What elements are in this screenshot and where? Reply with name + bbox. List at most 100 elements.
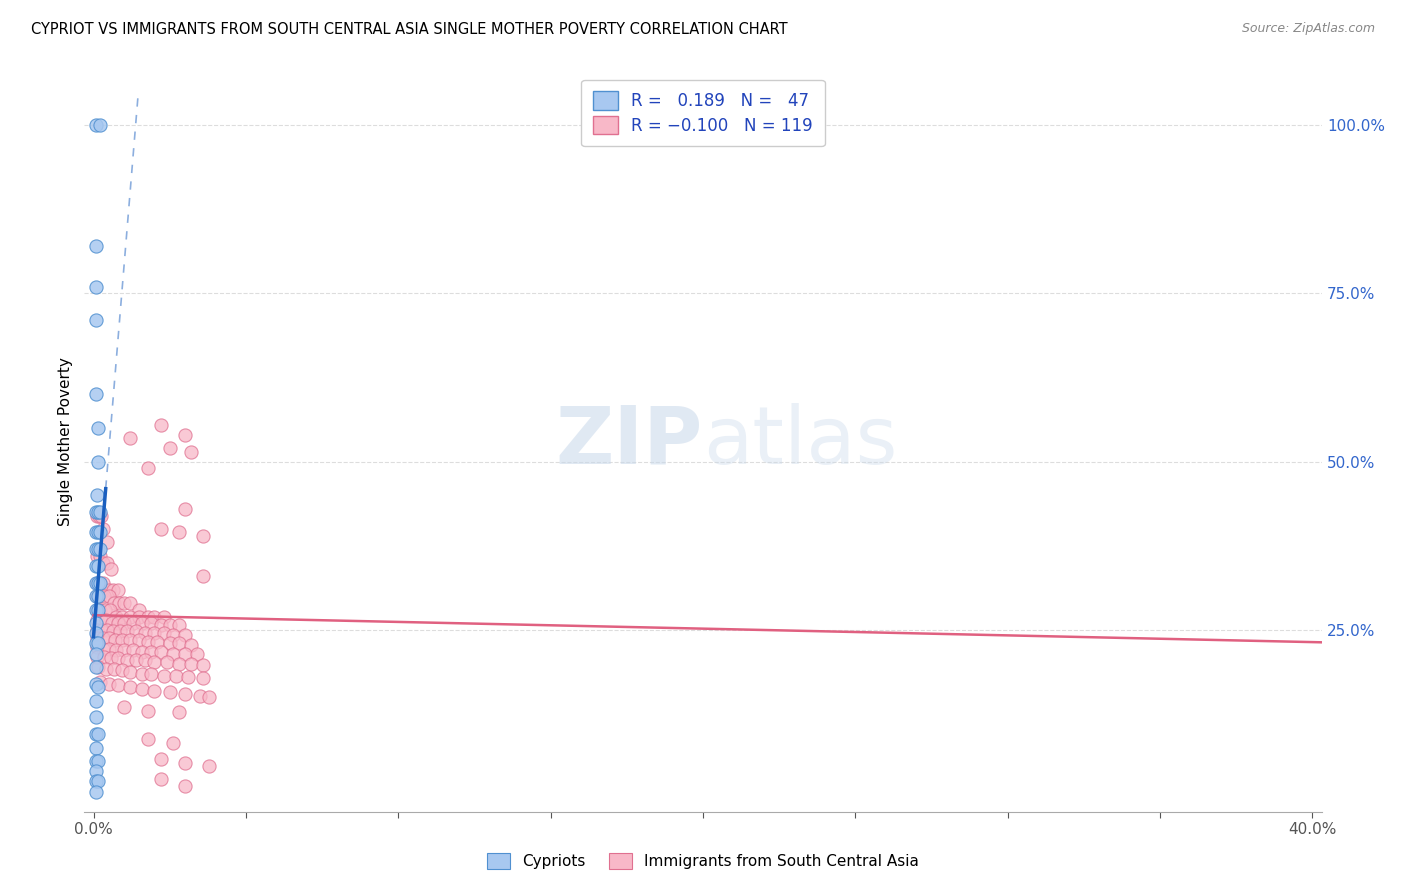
Point xyxy=(86,631,108,645)
Point xyxy=(87,455,110,469)
Point xyxy=(84,616,107,631)
Point xyxy=(167,705,190,719)
Point xyxy=(86,640,108,654)
Point xyxy=(112,596,135,610)
Point xyxy=(86,613,108,627)
Point xyxy=(167,636,190,650)
Point xyxy=(131,682,153,697)
Point xyxy=(87,525,110,540)
Point xyxy=(112,616,135,631)
Point xyxy=(143,609,166,624)
Point xyxy=(86,549,108,563)
Point xyxy=(167,657,190,671)
Point xyxy=(87,603,110,617)
Point xyxy=(96,535,118,549)
Legend: Cypriots, Immigrants from South Central Asia: Cypriots, Immigrants from South Central … xyxy=(481,847,925,875)
Point xyxy=(120,609,142,624)
Point xyxy=(87,542,110,557)
Point xyxy=(149,617,172,632)
Point xyxy=(89,575,111,590)
Point xyxy=(162,647,184,661)
Point xyxy=(159,685,181,699)
Point xyxy=(180,638,202,652)
Point xyxy=(115,624,138,639)
Point xyxy=(98,641,121,656)
Point xyxy=(125,624,148,639)
Point xyxy=(87,559,110,574)
Point xyxy=(91,641,114,656)
Point xyxy=(100,562,122,576)
Point xyxy=(87,636,110,650)
Point xyxy=(84,626,107,640)
Point xyxy=(84,118,107,132)
Point xyxy=(128,633,150,648)
Point xyxy=(138,635,160,649)
Point xyxy=(138,461,160,475)
Point xyxy=(84,677,107,691)
Point xyxy=(167,617,190,632)
Point xyxy=(167,525,190,540)
Point xyxy=(128,603,150,617)
Point xyxy=(94,662,117,676)
Point xyxy=(91,631,114,645)
Point xyxy=(98,603,121,617)
Point xyxy=(91,575,114,590)
Point xyxy=(87,754,110,768)
Text: Source: ZipAtlas.com: Source: ZipAtlas.com xyxy=(1241,22,1375,36)
Point xyxy=(93,649,115,664)
Point xyxy=(86,590,108,604)
Point xyxy=(165,669,187,683)
Point xyxy=(198,690,221,705)
Point xyxy=(89,603,111,617)
Point xyxy=(111,609,134,624)
Point xyxy=(100,651,122,665)
Point xyxy=(84,313,107,327)
Point xyxy=(94,603,117,617)
Point xyxy=(149,752,172,766)
Point xyxy=(89,525,111,540)
Point xyxy=(122,616,145,631)
Point xyxy=(84,279,107,293)
Point xyxy=(143,655,166,669)
Point xyxy=(152,669,174,683)
Point xyxy=(86,603,108,617)
Point xyxy=(120,431,142,445)
Point xyxy=(149,644,172,658)
Point xyxy=(97,582,120,597)
Point xyxy=(84,239,107,253)
Point xyxy=(146,635,169,649)
Point xyxy=(90,508,112,523)
Point xyxy=(89,675,111,690)
Point xyxy=(198,759,221,773)
Point xyxy=(193,529,215,543)
Point xyxy=(120,596,142,610)
Y-axis label: Single Mother Poverty: Single Mother Poverty xyxy=(58,357,73,526)
Point xyxy=(174,628,197,642)
Point xyxy=(89,118,111,132)
Point xyxy=(103,624,125,639)
Point xyxy=(91,556,114,570)
Point xyxy=(120,665,142,679)
Point xyxy=(115,653,138,667)
Point xyxy=(110,624,132,639)
Point xyxy=(84,636,107,650)
Point xyxy=(90,613,112,627)
Point xyxy=(108,596,131,610)
Point xyxy=(87,660,110,674)
Point xyxy=(162,628,184,642)
Point xyxy=(149,417,172,432)
Point xyxy=(89,505,111,519)
Point xyxy=(180,444,202,458)
Point xyxy=(87,680,110,694)
Point xyxy=(138,732,160,747)
Point xyxy=(112,643,135,657)
Point xyxy=(103,596,125,610)
Point xyxy=(152,609,174,624)
Point xyxy=(138,609,160,624)
Point xyxy=(152,626,174,640)
Point xyxy=(87,727,110,741)
Point xyxy=(89,590,111,604)
Point xyxy=(143,626,166,640)
Point xyxy=(107,616,129,631)
Point xyxy=(105,643,128,657)
